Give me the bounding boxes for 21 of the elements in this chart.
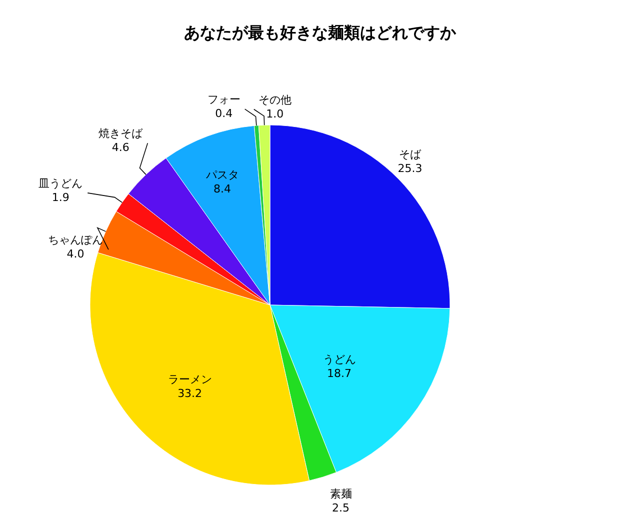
chart-title: あなたが最も好きな麺類はどれですか [184, 23, 457, 42]
data-label: 18.7 [327, 367, 352, 380]
data-label: 2.5 [332, 502, 350, 515]
data-label: 8.4 [214, 182, 232, 196]
data-label: 1.0 [266, 107, 284, 120]
data-label: 1.9 [52, 190, 70, 204]
data-label: 4.0 [66, 248, 84, 261]
slice-label: ラーメン [168, 373, 212, 386]
slice-label: 皿うどん [38, 176, 83, 190]
slice-label: 素麺 [330, 488, 352, 501]
slice-label: そば [399, 148, 422, 161]
data-label: 25.3 [398, 162, 422, 175]
slice-label: フォー [207, 93, 240, 106]
data-label: 4.6 [112, 141, 130, 154]
slice-label: うどん [322, 353, 356, 366]
slice-label: 焼きそば [98, 127, 144, 140]
data-label: 33.2 [178, 387, 202, 400]
slice-label: その他 [258, 93, 292, 106]
data-label: 0.4 [215, 107, 233, 120]
slice-label: パスタ [204, 168, 239, 182]
slice-label: ちゃんぽん [48, 234, 103, 247]
